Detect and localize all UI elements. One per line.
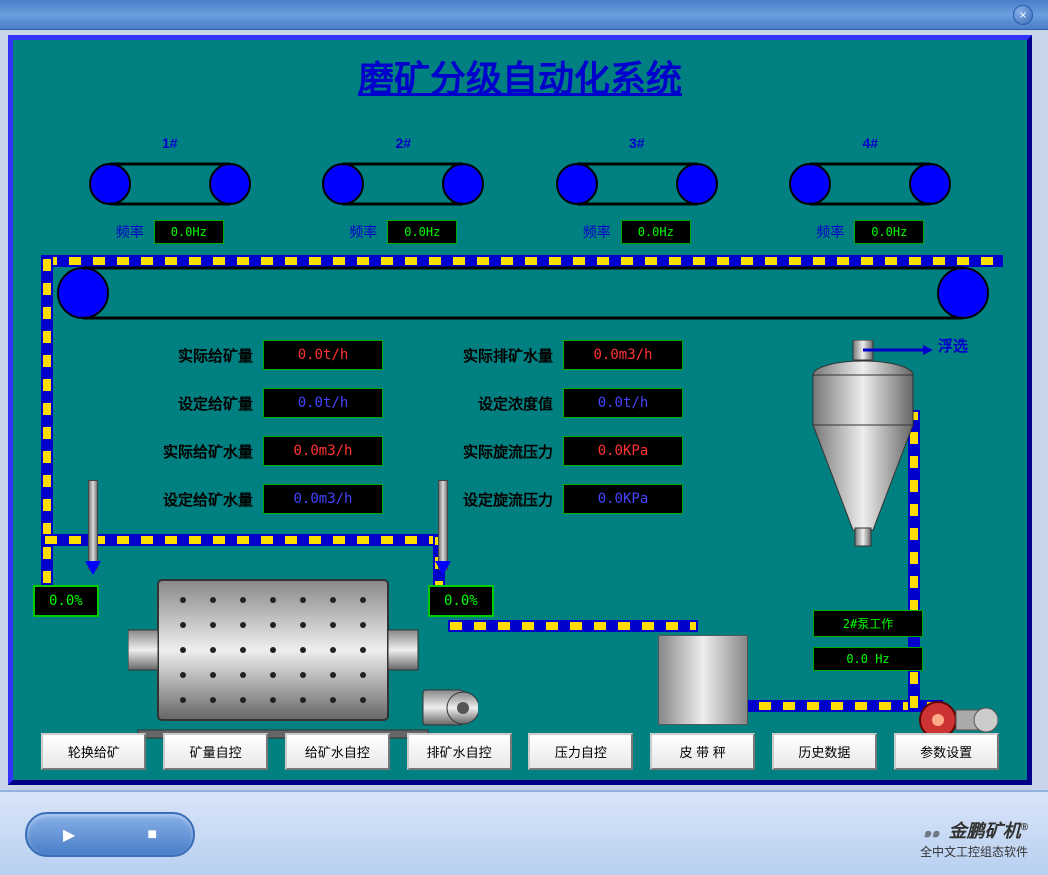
valve-indicator-1 [88, 480, 98, 570]
conveyor-1: 1# [80, 135, 260, 214]
data-value[interactable]: 0.0KPa [563, 484, 683, 514]
conveyor-label: 2# [313, 135, 493, 151]
freq-unit-1: 频率 0.0Hz [80, 220, 260, 244]
conveyor-icon [785, 159, 955, 209]
data-grid: 实际给矿量 0.0t/h 实际排矿水量 0.0m3/h 设定给矿量 0.0t/h… [143, 340, 683, 514]
btn-params[interactable]: 参数设置 [894, 733, 999, 770]
data-value: 0.0m3/h [563, 340, 683, 370]
freq-value: 0.0Hz [854, 220, 924, 244]
data-label: 实际给矿水量 [143, 441, 263, 462]
data-label: 实际给矿量 [143, 345, 263, 366]
data-value: 0.0m3/h [263, 436, 383, 466]
freq-unit-3: 频率 0.0Hz [547, 220, 727, 244]
page-title: 磨矿分级自动化系统 [13, 50, 1027, 102]
brand-name: 金鹏矿机 [949, 821, 1021, 841]
data-label: 设定旋流压力 [443, 489, 563, 510]
pump-status-panel: 2#泵工作 0.0 Hz [813, 610, 923, 681]
data-value: 0.0t/h [263, 340, 383, 370]
data-label: 设定浓度值 [443, 393, 563, 414]
close-icon[interactable]: × [1013, 5, 1033, 25]
conveyor-2: 2# [313, 135, 493, 214]
btn-ore-auto[interactable]: 矿量自控 [163, 733, 268, 770]
brand-subtitle: 全中文工控组态软件 [920, 843, 1028, 860]
freq-value: 0.0Hz [621, 220, 691, 244]
cyclone-icon [803, 340, 933, 550]
freq-unit-4: 频率 0.0Hz [780, 220, 960, 244]
bottom-bar: ▶ ■ ๑๑ 金鹏矿机® 全中文工控组态软件 [0, 790, 1048, 875]
conveyor-row: 1# 2# 3# 4# [13, 135, 1027, 214]
valve-pct-1: 0.0% [33, 585, 99, 617]
data-label: 实际旋流压力 [443, 441, 563, 462]
data-label: 设定给矿量 [143, 393, 263, 414]
data-value: 0.0KPa [563, 436, 683, 466]
btn-discharge-water-auto[interactable]: 排矿水自控 [407, 733, 512, 770]
data-label: 实际排矿水量 [443, 345, 563, 366]
data-value[interactable]: 0.0m3/h [263, 484, 383, 514]
conveyor-3: 3# [547, 135, 727, 214]
branding: ๑๑ 金鹏矿机® 全中文工控组态软件 [920, 817, 1028, 860]
conveyor-icon [318, 159, 488, 209]
pipe [43, 534, 443, 546]
ball-mill-icon [128, 570, 478, 750]
data-label: 设定给矿水量 [143, 489, 263, 510]
play-controls: ▶ ■ [25, 812, 195, 857]
data-value[interactable]: 0.0t/h [263, 388, 383, 418]
conveyor-icon [552, 159, 722, 209]
valve-indicator-2 [438, 480, 448, 570]
freq-value: 0.0Hz [154, 220, 224, 244]
tank-icon [658, 635, 748, 725]
pump-freq-value: 0.0 Hz [813, 647, 923, 671]
play-icon[interactable]: ▶ [63, 825, 75, 845]
conveyor-4: 4# [780, 135, 960, 214]
btn-pressure-auto[interactable]: 压力自控 [528, 733, 633, 770]
btn-feed-water-auto[interactable]: 给矿水自控 [285, 733, 390, 770]
main-panel: 磨矿分级自动化系统 1# 2# 3# 4# 频率 0.0Hz 频率 0.0Hz 频率… [8, 35, 1032, 785]
conveyor-label: 3# [547, 135, 727, 151]
freq-unit-2: 频率 0.0Hz [313, 220, 493, 244]
stop-icon[interactable]: ■ [147, 826, 157, 844]
conveyor-label: 1# [80, 135, 260, 151]
freq-label: 频率 [583, 222, 611, 242]
btn-rotate-feed[interactable]: 轮换给矿 [41, 733, 146, 770]
window-titlebar: × [0, 0, 1048, 30]
btn-history[interactable]: 历史数据 [772, 733, 877, 770]
frequency-row: 频率 0.0Hz 频率 0.0Hz 频率 0.0Hz 频率 0.0Hz [13, 220, 1027, 244]
pump-status-text: 2#泵工作 [813, 610, 923, 637]
button-bar: 轮换给矿 矿量自控 给矿水自控 排矿水自控 压力自控 皮 带 秤 历史数据 参数… [13, 733, 1027, 770]
conveyor-icon [85, 159, 255, 209]
flotation-label: 浮选 [938, 335, 968, 356]
reg-mark: ® [1021, 822, 1028, 833]
freq-label: 频率 [349, 222, 377, 242]
freq-label: 频率 [816, 222, 844, 242]
main-conveyor-icon [53, 265, 993, 320]
wechat-icon: ๑๑ [923, 825, 940, 840]
freq-value: 0.0Hz [387, 220, 457, 244]
freq-label: 频率 [116, 222, 144, 242]
btn-belt-scale[interactable]: 皮 带 秤 [650, 733, 755, 770]
conveyor-label: 4# [780, 135, 960, 151]
data-value[interactable]: 0.0t/h [563, 388, 683, 418]
pipe [448, 620, 698, 632]
